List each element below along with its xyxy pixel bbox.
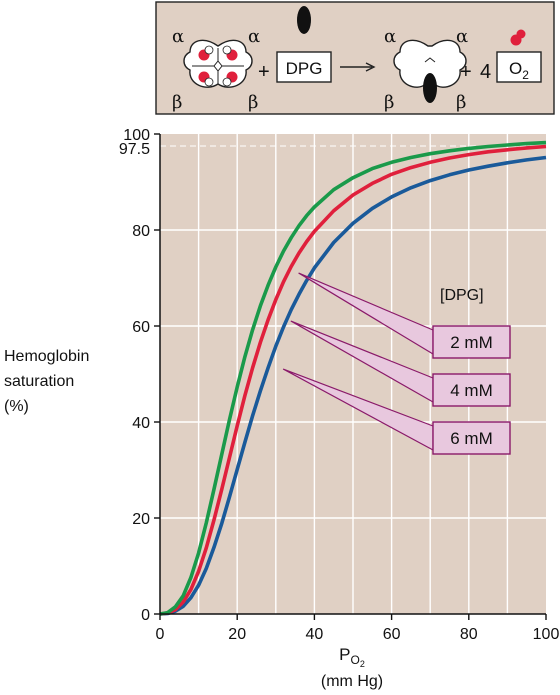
x-tick-label: 20 (228, 626, 246, 643)
beta-label-3: β (384, 92, 394, 113)
dpg-molecule-icon (297, 6, 311, 34)
y-tick-label: 20 (132, 511, 150, 528)
reference-tick-label: 97.5 (119, 141, 150, 158)
beta-label-4: β (456, 92, 466, 113)
x-tick-label: 100 (533, 626, 560, 643)
o2-label: O2 (509, 59, 529, 82)
x-axis-label: PO2 (339, 645, 365, 669)
series-line-6-mM (159, 155, 547, 616)
alpha-label-1: α (172, 26, 184, 47)
plus-sign-2: + (460, 61, 472, 83)
dpg-box (276, 51, 332, 83)
series-label-box (432, 421, 511, 455)
series-label: 2 mM (450, 333, 493, 352)
x-tick-label: 80 (460, 626, 478, 643)
beta-label-1: β (172, 92, 182, 113)
series-label: 4 mM (450, 381, 493, 400)
y-axis-label-line-1: Hemoglobin (4, 348, 89, 365)
series-label-box (432, 325, 511, 359)
series-line-4-mM (159, 144, 547, 616)
alpha-label-4: α (456, 26, 468, 47)
alpha-label-3: α (384, 26, 396, 47)
x-tick-labels: 0 20 40 60 80 100 (156, 614, 560, 643)
o2-coefficient: 4 (480, 61, 491, 83)
legend-title: [DPG] (440, 287, 484, 304)
y-tick-label: 100 (123, 127, 150, 144)
x-tick-label: 0 (156, 626, 165, 643)
y-tick-label: 40 (132, 415, 150, 432)
plus-sign-1: + (258, 61, 270, 83)
reaction-scheme: α α β β + DPG α α β β + 4 O2 (155, 1, 555, 115)
x-tick-label: 60 (383, 626, 401, 643)
oxygen-dissociation-chart: 0 20 40 60 80 100 0 20 40 60 80 100 97.5 Hemoglobi… (4, 127, 559, 690)
series-line-2-mM (159, 140, 547, 616)
series-labels: 2 mM 4 mM 6 mM (282, 272, 511, 455)
y-tick-labels: 0 20 40 60 80 100 (123, 127, 160, 624)
deoxyhemoglobin-icon (393, 39, 467, 103)
y-axis-label-line-3: (%) (4, 398, 29, 415)
x-tick-label: 40 (306, 626, 324, 643)
y-tick-label: 80 (132, 223, 150, 240)
series-label-box (432, 373, 511, 407)
oxyhemoglobin-icon (183, 39, 253, 88)
alpha-label-2: α (248, 26, 260, 47)
y-axis-label-line-2: saturation (4, 373, 74, 390)
reaction-arrow-icon (340, 62, 376, 72)
beta-label-2: β (248, 92, 258, 113)
o2-box (496, 51, 542, 83)
oxygen-molecule-icon (510, 29, 526, 46)
dpg-label: DPG (286, 59, 323, 78)
series-label: 6 mM (450, 429, 493, 448)
y-tick-label: 0 (141, 607, 150, 624)
x-axis-unit: (mm Hg) (321, 673, 383, 690)
series-group (159, 140, 547, 616)
y-tick-label: 60 (132, 319, 150, 336)
